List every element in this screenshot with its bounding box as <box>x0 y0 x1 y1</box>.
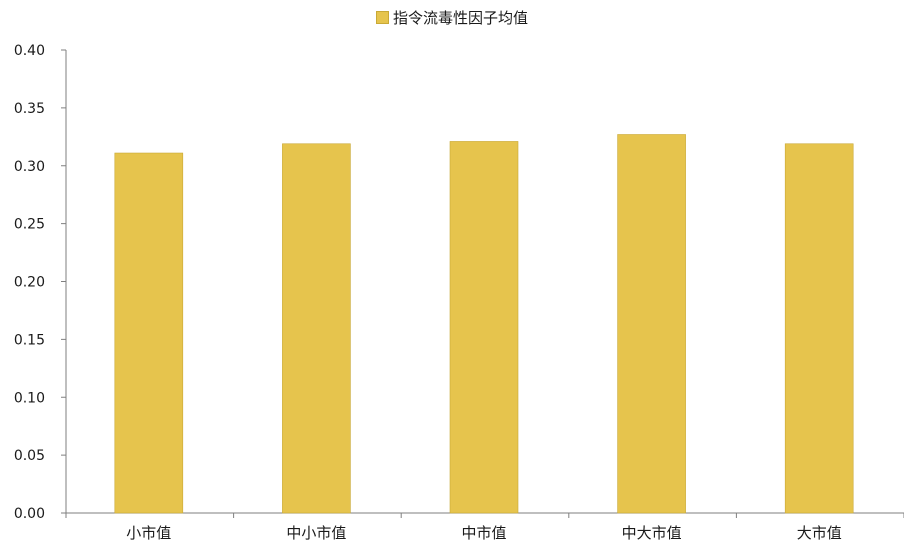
x-tick-label: 中小市值 <box>286 524 346 542</box>
bar <box>449 141 519 514</box>
y-tick-label: 0.15 <box>14 332 45 348</box>
x-tick-label: 小市值 <box>126 524 171 542</box>
y-tick-label: 0.00 <box>14 506 45 522</box>
y-tick-label: 0.40 <box>14 43 45 59</box>
bar <box>114 152 184 514</box>
y-tick-label: 0.20 <box>14 275 45 291</box>
y-tick-label: 0.05 <box>14 448 45 464</box>
bar <box>282 143 351 514</box>
y-tick-label: 0.30 <box>14 159 45 175</box>
x-tick-label: 大市值 <box>797 524 842 542</box>
x-tick-label: 中大市值 <box>622 524 682 542</box>
legend: 指令流毒性因子均值 <box>0 7 904 28</box>
x-tick-label: 中市值 <box>461 524 506 542</box>
legend-label: 指令流毒性因子均值 <box>392 9 528 27</box>
bar <box>617 134 686 514</box>
y-tick-label: 0.25 <box>14 217 45 233</box>
bar <box>784 143 854 514</box>
legend-swatch <box>375 11 389 24</box>
y-tick-label: 0.35 <box>14 101 45 117</box>
y-tick-label: 0.10 <box>14 390 45 406</box>
